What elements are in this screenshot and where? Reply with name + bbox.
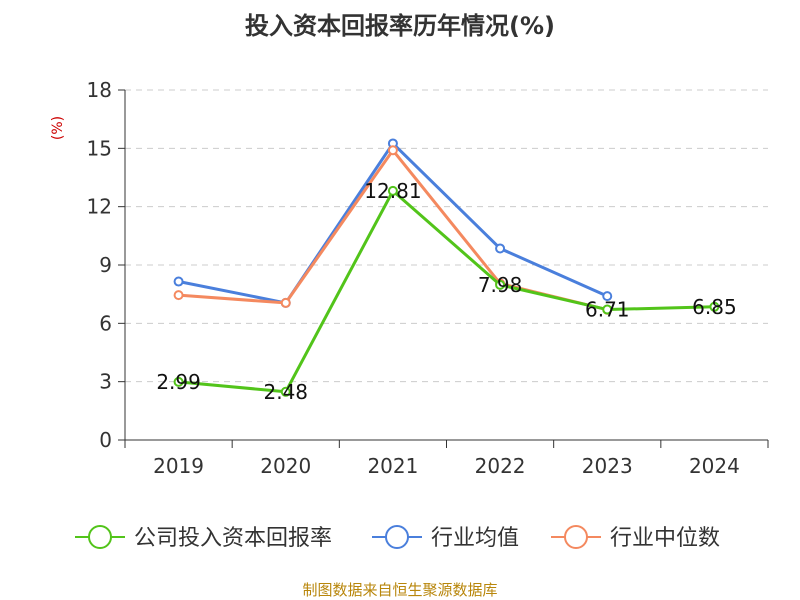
- data-point-s1-2022: [495, 243, 506, 254]
- data-point-s2-2020: [280, 297, 291, 308]
- data-point-s1-2023: [602, 291, 613, 302]
- series-layer: [173, 138, 720, 397]
- x-tick-label-2024: 2024: [689, 454, 740, 478]
- series-line-2: [178, 148, 608, 312]
- legend-marker-1: [385, 525, 409, 549]
- legend-marker-2: [564, 525, 588, 549]
- data-point-s0-2023: [602, 304, 613, 315]
- data-point-s2-2019: [173, 290, 184, 301]
- data-point-s0-2022: [495, 279, 506, 290]
- data-point-s2-2021: [387, 145, 398, 156]
- chart-title: 投入资本回报率历年情况(%): [245, 12, 555, 40]
- series-line-1: [178, 141, 608, 305]
- series-line-0: [178, 189, 715, 394]
- y-tick-label: 0: [99, 428, 112, 452]
- x-tick-label-2023: 2023: [582, 454, 633, 478]
- legend[interactable]: 公司投入资本回报率 行业均值 行业中位数: [75, 525, 720, 551]
- legend-item-0[interactable]: 公司投入资本回报率: [75, 525, 332, 551]
- x-tick-label-2021: 2021: [367, 454, 418, 478]
- data-point-s0-2024: [709, 301, 720, 312]
- y-tick-label: 6: [99, 311, 112, 335]
- y-tick-label: 12: [87, 195, 112, 219]
- data-label-2019: 2.99: [156, 370, 201, 394]
- data-label-2021: 12.81: [364, 179, 421, 203]
- legend-item-2[interactable]: 行业中位数: [551, 525, 720, 551]
- data-label-2024: 6.85: [692, 295, 737, 319]
- x-tick-label-2019: 2019: [153, 454, 204, 478]
- data-label-2022: 7.98: [478, 273, 523, 297]
- data-point-s0-2021: [387, 185, 398, 196]
- legend-label-1: 行业均值: [431, 526, 519, 551]
- x-tick-label-2022: 2022: [475, 454, 526, 478]
- legend-marker-0: [88, 525, 112, 549]
- data-point-s0-2019: [173, 376, 184, 387]
- data-label-2023: 6.71: [585, 298, 630, 322]
- y-tick-label: 18: [87, 78, 112, 102]
- gridlines: [125, 89, 768, 383]
- data-point-s1-2019: [173, 276, 184, 287]
- y-axis-unit-label: (%): [50, 116, 66, 140]
- data-point-s0-2020: [280, 386, 291, 397]
- data-label-2020: 2.48: [263, 380, 308, 404]
- legend-label-0: 公司投入资本回报率: [134, 526, 332, 551]
- legend-item-1[interactable]: 行业均值: [372, 525, 519, 551]
- source-note: 制图数据来自恒生聚源数据库: [302, 581, 497, 599]
- y-tick-label: 9: [99, 253, 112, 277]
- x-tick-label-2020: 2020: [260, 454, 311, 478]
- y-tick-label: 3: [99, 370, 112, 394]
- y-tick-label: 15: [87, 136, 112, 160]
- axes: 0 3 6 9 12 15 18 2019 2020 2021 2022 2023 2024: [87, 78, 769, 478]
- data-labels: 2.99 2.48 12.81 7.98 6.71 6.85: [156, 179, 736, 404]
- legend-label-2: 行业中位数: [610, 526, 720, 551]
